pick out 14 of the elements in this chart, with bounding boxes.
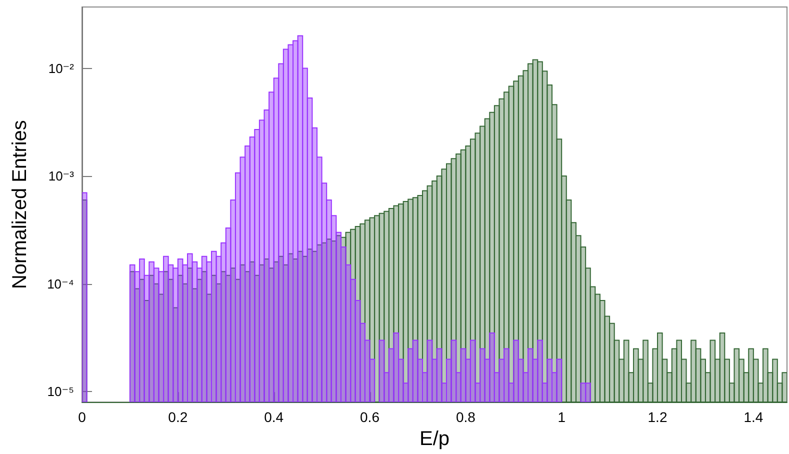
x-tick-label: 0.6 [360,409,380,426]
x-tick-label: 1 [558,409,566,426]
y-tick-label: 10⁻⁵ [47,384,74,400]
y-tick-label: 10⁻⁴ [47,276,74,292]
x-tick-label: 1.2 [648,409,668,426]
y-axis-title: Normalized Entries [9,120,31,290]
x-tick-label: 0.2 [168,409,188,426]
y-tick-label: 10⁻² [48,60,75,76]
x-axis-title: E/p [419,428,450,450]
x-tick-label: 0.4 [264,409,284,426]
x-tick-label: 1.4 [744,409,764,426]
x-tick-label: 0 [78,409,86,426]
y-tick-label: 10⁻³ [48,168,75,184]
x-tick-label: 0.8 [456,409,476,426]
